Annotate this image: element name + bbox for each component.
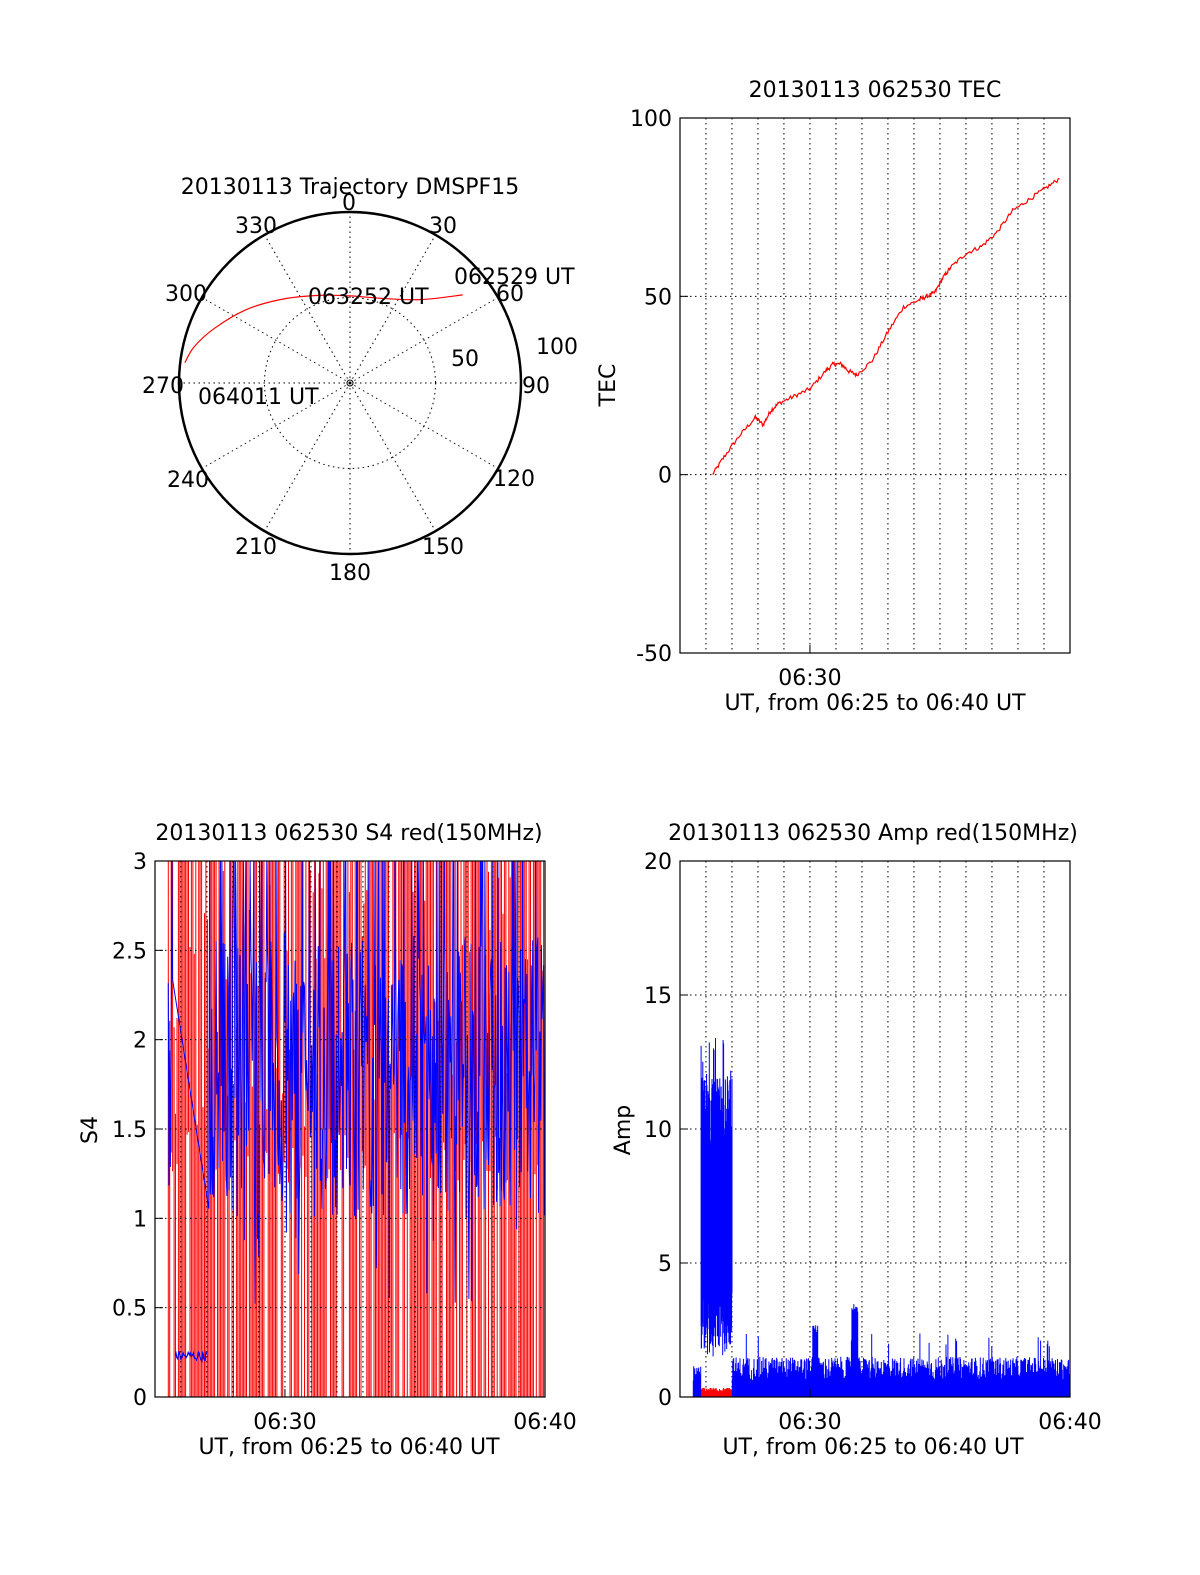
polar-grid [179, 212, 521, 554]
s4-ytick-label: 3 [133, 850, 147, 875]
trajectory-line [184, 294, 463, 363]
annotation-end-time: 064011 UT [198, 385, 319, 410]
tec-ytick-label: 0 [658, 464, 672, 489]
amp-ytick-label: 5 [658, 1252, 672, 1277]
amp-red-series [700, 1387, 733, 1397]
polar-spoke [201, 382, 351, 469]
amp-ytick-label: 0 [658, 1386, 672, 1411]
polar-title: 20130113 Trajectory DMSPF15 [181, 175, 519, 200]
amp-xtick-label: 06:40 [1038, 1410, 1101, 1435]
polar-azimuth-labels: 0 30 60 90 120 150 180 210 240 270 300 3… [142, 191, 578, 586]
polar-spoke [349, 234, 436, 384]
s4-ytick-label: 2 [133, 1029, 147, 1054]
az-label-180: 180 [329, 561, 371, 586]
amp-xlabel: UT, from 06:25 to 06:40 UT [722, 1435, 1024, 1460]
annotation-start-time: 062529 UT [454, 265, 575, 290]
amp-plot: 20130113 062530 Amp red(150MHz) 0 5 10 15 20… [611, 821, 1102, 1460]
amp-ytick-label: 10 [644, 1118, 672, 1143]
tec-xlabel: UT, from 06:25 to 06:40 UT [724, 691, 1026, 716]
s4-tick-labels: 0 0.5 1 1.5 2 2.5 3 06:30 06:40 [112, 850, 577, 1435]
amp-ytick-label: 15 [644, 984, 672, 1009]
radial-label-100: 100 [536, 335, 578, 360]
s4-ylabel: S4 [78, 1116, 103, 1144]
tec-title: 20130113 062530 TEC [749, 78, 1002, 103]
amp-grid [680, 860, 1070, 1398]
amp-title: 20130113 062530 Amp red(150MHz) [668, 821, 1078, 846]
amp-tick-labels: 0 5 10 15 20 06:30 06:40 [644, 850, 1102, 1435]
az-label-90: 90 [522, 374, 550, 399]
s4-plot: 20130113 062530 S4 red(150MHz) 0 0.5 1 1.5 2… [78, 821, 577, 1460]
az-label-210: 210 [235, 535, 277, 560]
az-label-30: 30 [429, 214, 457, 239]
tec-series [712, 178, 1060, 475]
az-label-330: 330 [235, 214, 277, 239]
amp-ylabel: Amp [611, 1105, 636, 1155]
s4-xtick-label: 06:30 [253, 1410, 316, 1435]
amp-series [692, 1038, 1070, 1397]
tec-tick-labels: -50 0 50 100 06:30 [630, 107, 842, 691]
tec-ytick-label: -50 [636, 642, 672, 667]
az-label-150: 150 [422, 535, 464, 560]
polar-spoke [264, 382, 351, 532]
s4-xtick-label: 06:40 [513, 1410, 576, 1435]
az-label-300: 300 [165, 282, 207, 307]
tec-ytick-label: 100 [630, 107, 672, 132]
az-label-240: 240 [167, 468, 209, 493]
s4-ytick-label: 0 [133, 1386, 147, 1411]
az-label-120: 120 [493, 467, 535, 492]
az-label-270: 270 [142, 374, 184, 399]
polar-center [346, 379, 354, 387]
annotation-mid-time: 063252 UT [308, 285, 429, 310]
polar-trajectory-plot: 20130113 Trajectory DMSPF15 0 30 60 90 1… [142, 175, 578, 586]
s4-title: 20130113 062530 S4 red(150MHz) [155, 821, 542, 846]
s4-ytick-label: 2.5 [112, 939, 147, 964]
tec-line [712, 178, 1060, 475]
polar-spoke [349, 382, 499, 469]
s4-ytick-label: 1.5 [112, 1118, 147, 1143]
radial-label-50: 50 [451, 347, 479, 372]
trajectory-annotations: 062529 UT 063252 UT 064011 UT [198, 265, 575, 410]
tec-xtick-label: 06:30 [778, 666, 841, 691]
s4-ytick-label: 1 [133, 1207, 147, 1232]
s4-xlabel: UT, from 06:25 to 06:40 UT [198, 1435, 500, 1460]
polar-spoke [349, 382, 436, 532]
s4-blue-early [175, 1349, 208, 1364]
amp-blue-series [692, 1038, 1070, 1397]
tec-ylabel: TEC [596, 364, 621, 408]
polar-spoke [349, 297, 499, 384]
tec-grid [680, 117, 1070, 654]
tec-frame [679, 117, 1071, 654]
s4-ytick-label: 0.5 [112, 1297, 147, 1322]
amp-ytick-label: 20 [644, 850, 672, 875]
polar-spoke [264, 234, 351, 384]
tec-plot: 20130113 062530 TEC -50 0 50 100 06:30 TEC U… [596, 78, 1071, 716]
amp-xtick-label: 06:30 [778, 1410, 841, 1435]
tec-ytick-label: 50 [644, 285, 672, 310]
az-label-0: 0 [342, 191, 356, 216]
polar-spoke [201, 297, 351, 384]
az-label-60: 60 [496, 282, 524, 307]
